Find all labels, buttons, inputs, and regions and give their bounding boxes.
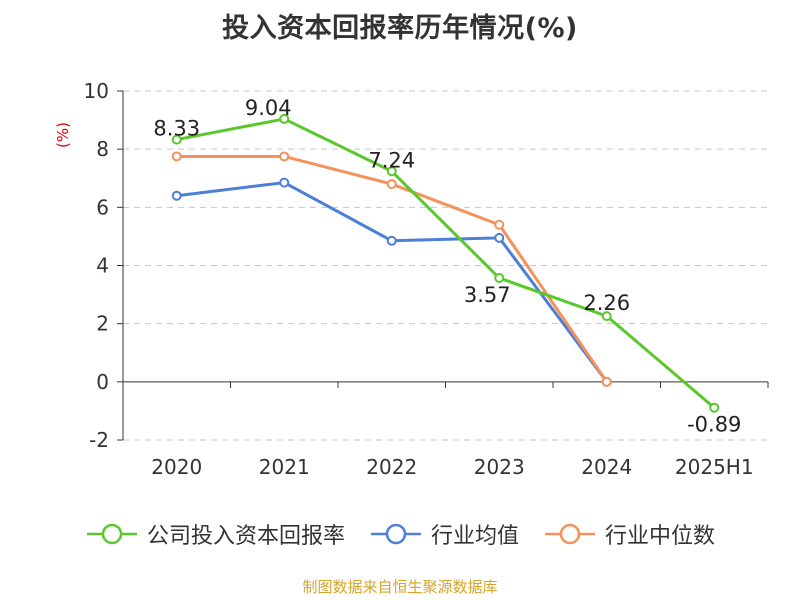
legend-item[interactable]: 行业均值 [369,518,519,550]
legend-marker-icon [86,523,137,545]
x-tick-label: 2023 [474,455,525,479]
y-tick-label: 10 [84,79,109,103]
data-point [279,113,290,124]
legend-item[interactable]: 公司投入资本回报率 [85,518,345,550]
legend-label: 行业均值 [430,524,519,549]
x-tick-label: 2020 [151,455,202,479]
data-point [171,151,182,162]
legend-circle [559,523,581,545]
data-point [171,134,182,145]
data-label: 2.26 [583,291,630,315]
series-line [176,154,608,383]
data-point [494,219,505,230]
legend-label: 行业中位数 [605,524,716,549]
legend-item[interactable]: 行业中位数 [543,518,715,550]
legend-label: 公司投入资本回报率 [146,524,345,549]
chart-legend: 公司投入资本回报率 行业均值 行业中位数 [0,518,800,550]
data-label: 3.57 [464,283,511,307]
data-label: 8.33 [153,117,200,141]
series-line [176,181,608,383]
data-point [601,311,612,322]
legend-marker-icon [545,523,595,545]
legend-marker-icon [370,523,421,545]
data-point [279,177,290,188]
x-tick-label: 2021 [259,455,310,479]
y-tick-label: 6 [96,195,109,219]
data-point [386,166,397,177]
x-tick-label: 2022 [366,455,417,479]
x-tick-label: 2024 [581,455,632,479]
y-tick-label: -2 [89,428,109,452]
data-label: 9.04 [245,96,292,120]
data-point [709,402,720,413]
data-label: 7.24 [368,148,415,172]
data-point [171,190,182,201]
y-tick-label: 2 [96,312,109,336]
legend-circle [385,523,407,545]
data-point [386,235,397,246]
y-tick-label: 0 [96,370,109,394]
y-tick-label: 8 [96,137,109,161]
data-point [494,232,505,243]
data-point [386,179,397,190]
legend-circle [101,523,123,545]
y-tick-label: 4 [96,254,109,278]
x-tick-label: 2025H1 [675,455,754,479]
series-line [176,117,716,409]
data-point [279,151,290,162]
data-point [494,273,505,284]
data-point [601,376,612,387]
chart-title: 投入资本回报率历年情况(%) [222,13,578,44]
data-source: 制图数据来自恒生聚源数据库 [302,578,498,596]
data-label: -0.89 [687,413,741,437]
